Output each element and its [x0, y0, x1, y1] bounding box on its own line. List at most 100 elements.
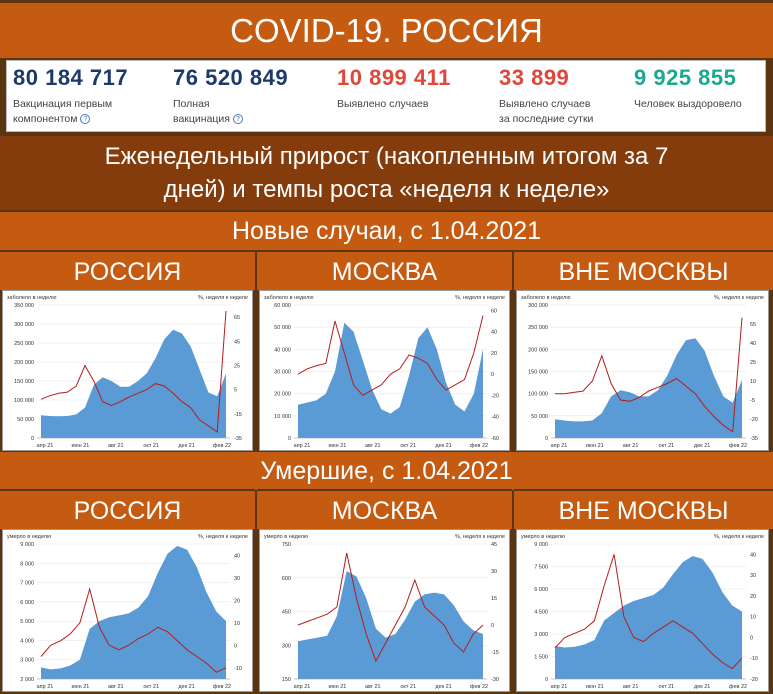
stat-4: 9 925 855 Человек выздоровело [634, 61, 764, 133]
y-left-tick-label: 200 000 [14, 360, 34, 366]
y-right-tick-label: -20 [750, 417, 758, 423]
left-axis-label: заболело в неделю [521, 295, 570, 301]
y-left-tick-label: 150 000 [528, 370, 548, 376]
x-tick-label: окт 21 [400, 443, 416, 449]
x-tick-label: июн 21 [328, 443, 346, 449]
x-tick-label: авг 21 [365, 684, 381, 690]
chart-panel-cases-russia: заболело в неделю %, неделя к неделе 0 50 0… [2, 290, 253, 451]
stat-label-line: вакцинация ? [173, 112, 303, 127]
x-tick-label: фев 22 [470, 684, 488, 690]
y-left-tick-label: 5 000 [20, 619, 34, 625]
section-cases-title: Новые случаи, с 1.04.2021 [231, 217, 542, 245]
stat-label-line: Вакцинация первым [13, 98, 113, 110]
series-line [297, 552, 484, 663]
y-left-tick-label: 350 000 [14, 303, 34, 309]
x-tick-label: апр 21 [551, 443, 568, 449]
y-right-tick-label: 20 [234, 598, 240, 604]
x-tick-label: фев 22 [213, 443, 231, 449]
y-left-tick-label: 3 000 [20, 658, 34, 664]
y-right-tick-label: 10 [750, 379, 756, 385]
stat-value: 76 520 849 [173, 65, 289, 90]
y-right-tick-label: 20 [750, 594, 756, 600]
y-right-tick-label: 10 [750, 615, 756, 621]
y-right-tick-label: 0 [750, 635, 753, 641]
y-left-tick-label: 750 [282, 542, 291, 548]
stats-strip: 80 184 717 Вакцинация первым компонентом ?… [6, 60, 766, 132]
region-header-moscow-deaths: МОСКВА [257, 489, 512, 529]
y-left-tick-label: 100 000 [528, 392, 548, 398]
y-left-tick-label: 2 000 [20, 677, 34, 683]
left-axis-label: заболело в неделю [7, 295, 56, 301]
y-right-tick-label: 30 [750, 573, 756, 579]
y-right-tick-label: 5 [234, 388, 237, 394]
y-left-tick-label: 30 000 [274, 370, 291, 376]
y-right-tick-label: 0 [234, 643, 237, 649]
y-right-tick-label: -15 [234, 412, 242, 418]
stat-label: Человек выздоровело [634, 97, 764, 112]
y-left-tick-label: 6 000 [20, 600, 34, 606]
x-tick-label: июн 21 [71, 443, 89, 449]
chart-deaths-russia: умерло в неделю %, неделя к неделе 2 000 3 … [7, 534, 248, 690]
y-left-tick-label: 50 000 [17, 417, 34, 423]
chart-cases-russia: заболело в неделю %, неделя к неделе 0 50 0… [7, 295, 248, 449]
stat-value: 10 899 411 [337, 65, 451, 90]
x-tick-label: окт 21 [659, 443, 675, 449]
subtitle-line-1: Еженедельный прирост (накопленным итогом… [104, 143, 669, 170]
section-cases-header: Новые случаи, с 1.04.2021 [0, 212, 773, 250]
y-right-tick-label: 60 [491, 308, 497, 314]
x-tick-label: авг 21 [623, 684, 639, 690]
series-area [298, 322, 483, 438]
x-tick-label: дек 21 [694, 443, 710, 449]
chart-deaths-outside: умерло в неделю %, неделя к неделе 0 1 500 3… [521, 534, 764, 690]
x-tick-label: дек 21 [435, 684, 451, 690]
y-left-tick-label: 20 000 [274, 392, 291, 398]
y-right-tick-label: 40 [234, 553, 240, 559]
left-axis-label: умерло в неделю [264, 534, 308, 540]
series-area [298, 571, 483, 679]
y-right-tick-label: 10 [234, 621, 240, 627]
left-axis-label: заболело в неделю [264, 295, 313, 301]
y-right-tick-label: -15 [491, 650, 499, 656]
stat-label: Выявлено случаев за последние сутки [499, 97, 629, 127]
y-left-tick-label: 7 000 [20, 581, 34, 587]
y-left-tick-label: 300 000 [528, 303, 548, 309]
x-tick-label: авг 21 [623, 443, 639, 449]
y-left-tick-label: 1 500 [534, 655, 548, 661]
chart-panel-deaths-russia: умерло в неделю %, неделя к неделе 2 000 3 … [2, 529, 253, 692]
right-axis-label: %, неделя к неделе [714, 534, 764, 540]
stat-value: 9 925 855 [634, 65, 737, 90]
stat-2: 10 899 411 Выявлено случаев [337, 61, 467, 133]
x-tick-label: окт 21 [659, 684, 675, 690]
stat-label: Полная вакцинация ? [173, 97, 303, 127]
y-left-tick-label: 0 [31, 436, 34, 442]
section-deaths-header: Умершие, с 1.04.2021 [0, 452, 773, 490]
series-area [41, 329, 226, 438]
x-tick-label: дек 21 [694, 684, 710, 690]
stat-0: 80 184 717 Вакцинация первым компонентом ? [13, 61, 143, 133]
y-right-tick-label: 40 [750, 552, 756, 558]
region-header-russia-cases: РОССИЯ [0, 250, 255, 290]
y-right-tick-label: -10 [234, 666, 242, 672]
y-left-tick-label: 60 000 [274, 303, 291, 309]
y-left-tick-label: 3 000 [534, 632, 548, 638]
y-right-tick-label: -35 [234, 436, 242, 442]
section-deaths-title: Умершие, с 1.04.2021 [260, 457, 513, 485]
y-left-tick-label: 9 000 [534, 542, 548, 548]
y-left-tick-label: 600 [282, 576, 291, 582]
x-tick-label: фев 22 [213, 684, 231, 690]
series-line [555, 317, 743, 433]
y-right-tick-label: 20 [491, 351, 497, 357]
right-axis-label: %, неделя к неделе [455, 534, 505, 540]
y-right-tick-label: 40 [491, 330, 497, 336]
y-left-tick-label: 50 000 [531, 414, 548, 420]
y-left-tick-label: 300 [282, 643, 291, 649]
y-right-tick-label: 45 [234, 339, 240, 345]
y-right-tick-label: 0 [491, 372, 494, 378]
y-left-tick-label: 100 000 [14, 398, 34, 404]
chart-panel-cases-moscow: заболело в неделю %, неделя к неделе 0 10 0… [259, 290, 510, 451]
y-right-tick-label: 65 [234, 315, 240, 321]
info-icon[interactable]: ? [232, 114, 243, 125]
info-icon[interactable]: ? [80, 114, 91, 125]
x-tick-label: фев 22 [470, 443, 488, 449]
stat-label: Вакцинация первым компонентом ? [13, 97, 143, 127]
